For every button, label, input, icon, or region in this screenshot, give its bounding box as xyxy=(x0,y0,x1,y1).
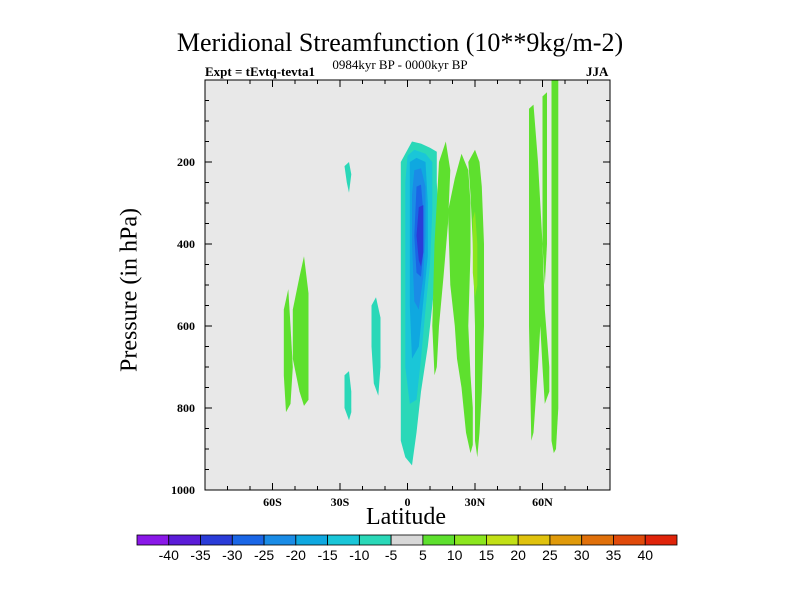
colorbar-swatch xyxy=(295,534,328,546)
y-tick-label: 1000 xyxy=(171,483,195,497)
colorbar-label: 15 xyxy=(479,547,495,563)
contour-negative-south-2 xyxy=(371,297,381,396)
colorbar-swatch xyxy=(390,534,424,546)
colorbar-swatch xyxy=(231,534,265,546)
colorbar-label: -10 xyxy=(349,547,369,563)
colorbar-swatch xyxy=(549,534,583,546)
contour-negative-core xyxy=(416,205,424,267)
x-tick-label: 30N xyxy=(465,495,486,509)
experiment-label: Expt = tEvtq-tevta1 xyxy=(205,64,315,79)
contour-positive-nh-3 xyxy=(551,80,559,454)
contour-positive-ne-1 xyxy=(432,141,451,376)
x-tick-label: 0 xyxy=(405,495,411,509)
contour-negative-south-3 xyxy=(344,371,352,421)
contour-positive-nh-2 xyxy=(542,92,547,285)
colorbar-label: 20 xyxy=(510,547,526,563)
colorbar-swatch xyxy=(613,534,646,546)
colorbar-swatch xyxy=(486,534,519,546)
colorbar-swatch xyxy=(581,534,614,546)
contour-positive-sh-2 xyxy=(292,256,309,406)
colorbar-label: 25 xyxy=(542,547,558,563)
contour-positive-sh-1 xyxy=(283,289,293,413)
y-tick-label: 800 xyxy=(177,401,195,415)
colorbar-label: -30 xyxy=(222,547,242,563)
y-tick-label: 400 xyxy=(177,237,195,251)
colorbar-label: -35 xyxy=(190,547,210,563)
colorbar-label: 5 xyxy=(419,547,427,563)
colorbar-swatch xyxy=(422,534,456,546)
colorbar-swatch xyxy=(263,534,297,546)
season-label: JJA xyxy=(586,64,609,79)
period-label: 0984kyr BP - 0000kyr BP xyxy=(332,57,468,72)
colorbar-swatch xyxy=(517,534,551,546)
colorbar-label: -5 xyxy=(385,547,398,563)
colorbar-swatch xyxy=(358,534,392,546)
colorbar-swatch xyxy=(644,534,678,546)
x-tick-label: 60N xyxy=(532,495,553,509)
contour-regions xyxy=(283,80,559,466)
colorbar-label: -15 xyxy=(317,547,337,563)
colorbar-label: 40 xyxy=(637,547,653,563)
colorbar-swatch xyxy=(168,534,201,546)
contour-positive-ne-2 xyxy=(448,153,473,454)
colorbar-label: 35 xyxy=(606,547,622,563)
x-tick-label: 30S xyxy=(331,495,350,509)
colorbar-swatch xyxy=(454,534,487,546)
colorbar-label: -40 xyxy=(159,547,179,563)
colorbar-swatch xyxy=(136,534,170,546)
colorbar-swatch xyxy=(200,534,233,546)
contour-positive-ne-3 xyxy=(468,149,484,458)
contour-positive-nh-1 xyxy=(529,104,550,441)
contour-positive-ne-core xyxy=(472,211,478,298)
y-tick-label: 600 xyxy=(177,319,195,333)
colorbar: -40 -35 -30 -25 -20 -15 -10 -5 5 10 15 20 25 30 35 40 xyxy=(136,534,678,563)
chart-title: Meridional Streamfunction (10**9kg/m-2) xyxy=(176,28,624,57)
colorbar-label: 30 xyxy=(574,547,590,563)
colorbar-label: 10 xyxy=(447,547,463,563)
y-tick-label: 200 xyxy=(177,155,195,169)
contour-negative-south-1 xyxy=(344,162,352,193)
colorbar-label: -20 xyxy=(286,547,306,563)
x-tick-label: 60S xyxy=(263,495,282,509)
axis-ticks: 60S 30S 0 30N 60N 200 400 600 800 1000 xyxy=(171,79,611,509)
colorbar-swatch xyxy=(327,534,360,546)
x-axis-label: Latitude xyxy=(366,504,446,530)
colorbar-label: -25 xyxy=(254,547,274,563)
